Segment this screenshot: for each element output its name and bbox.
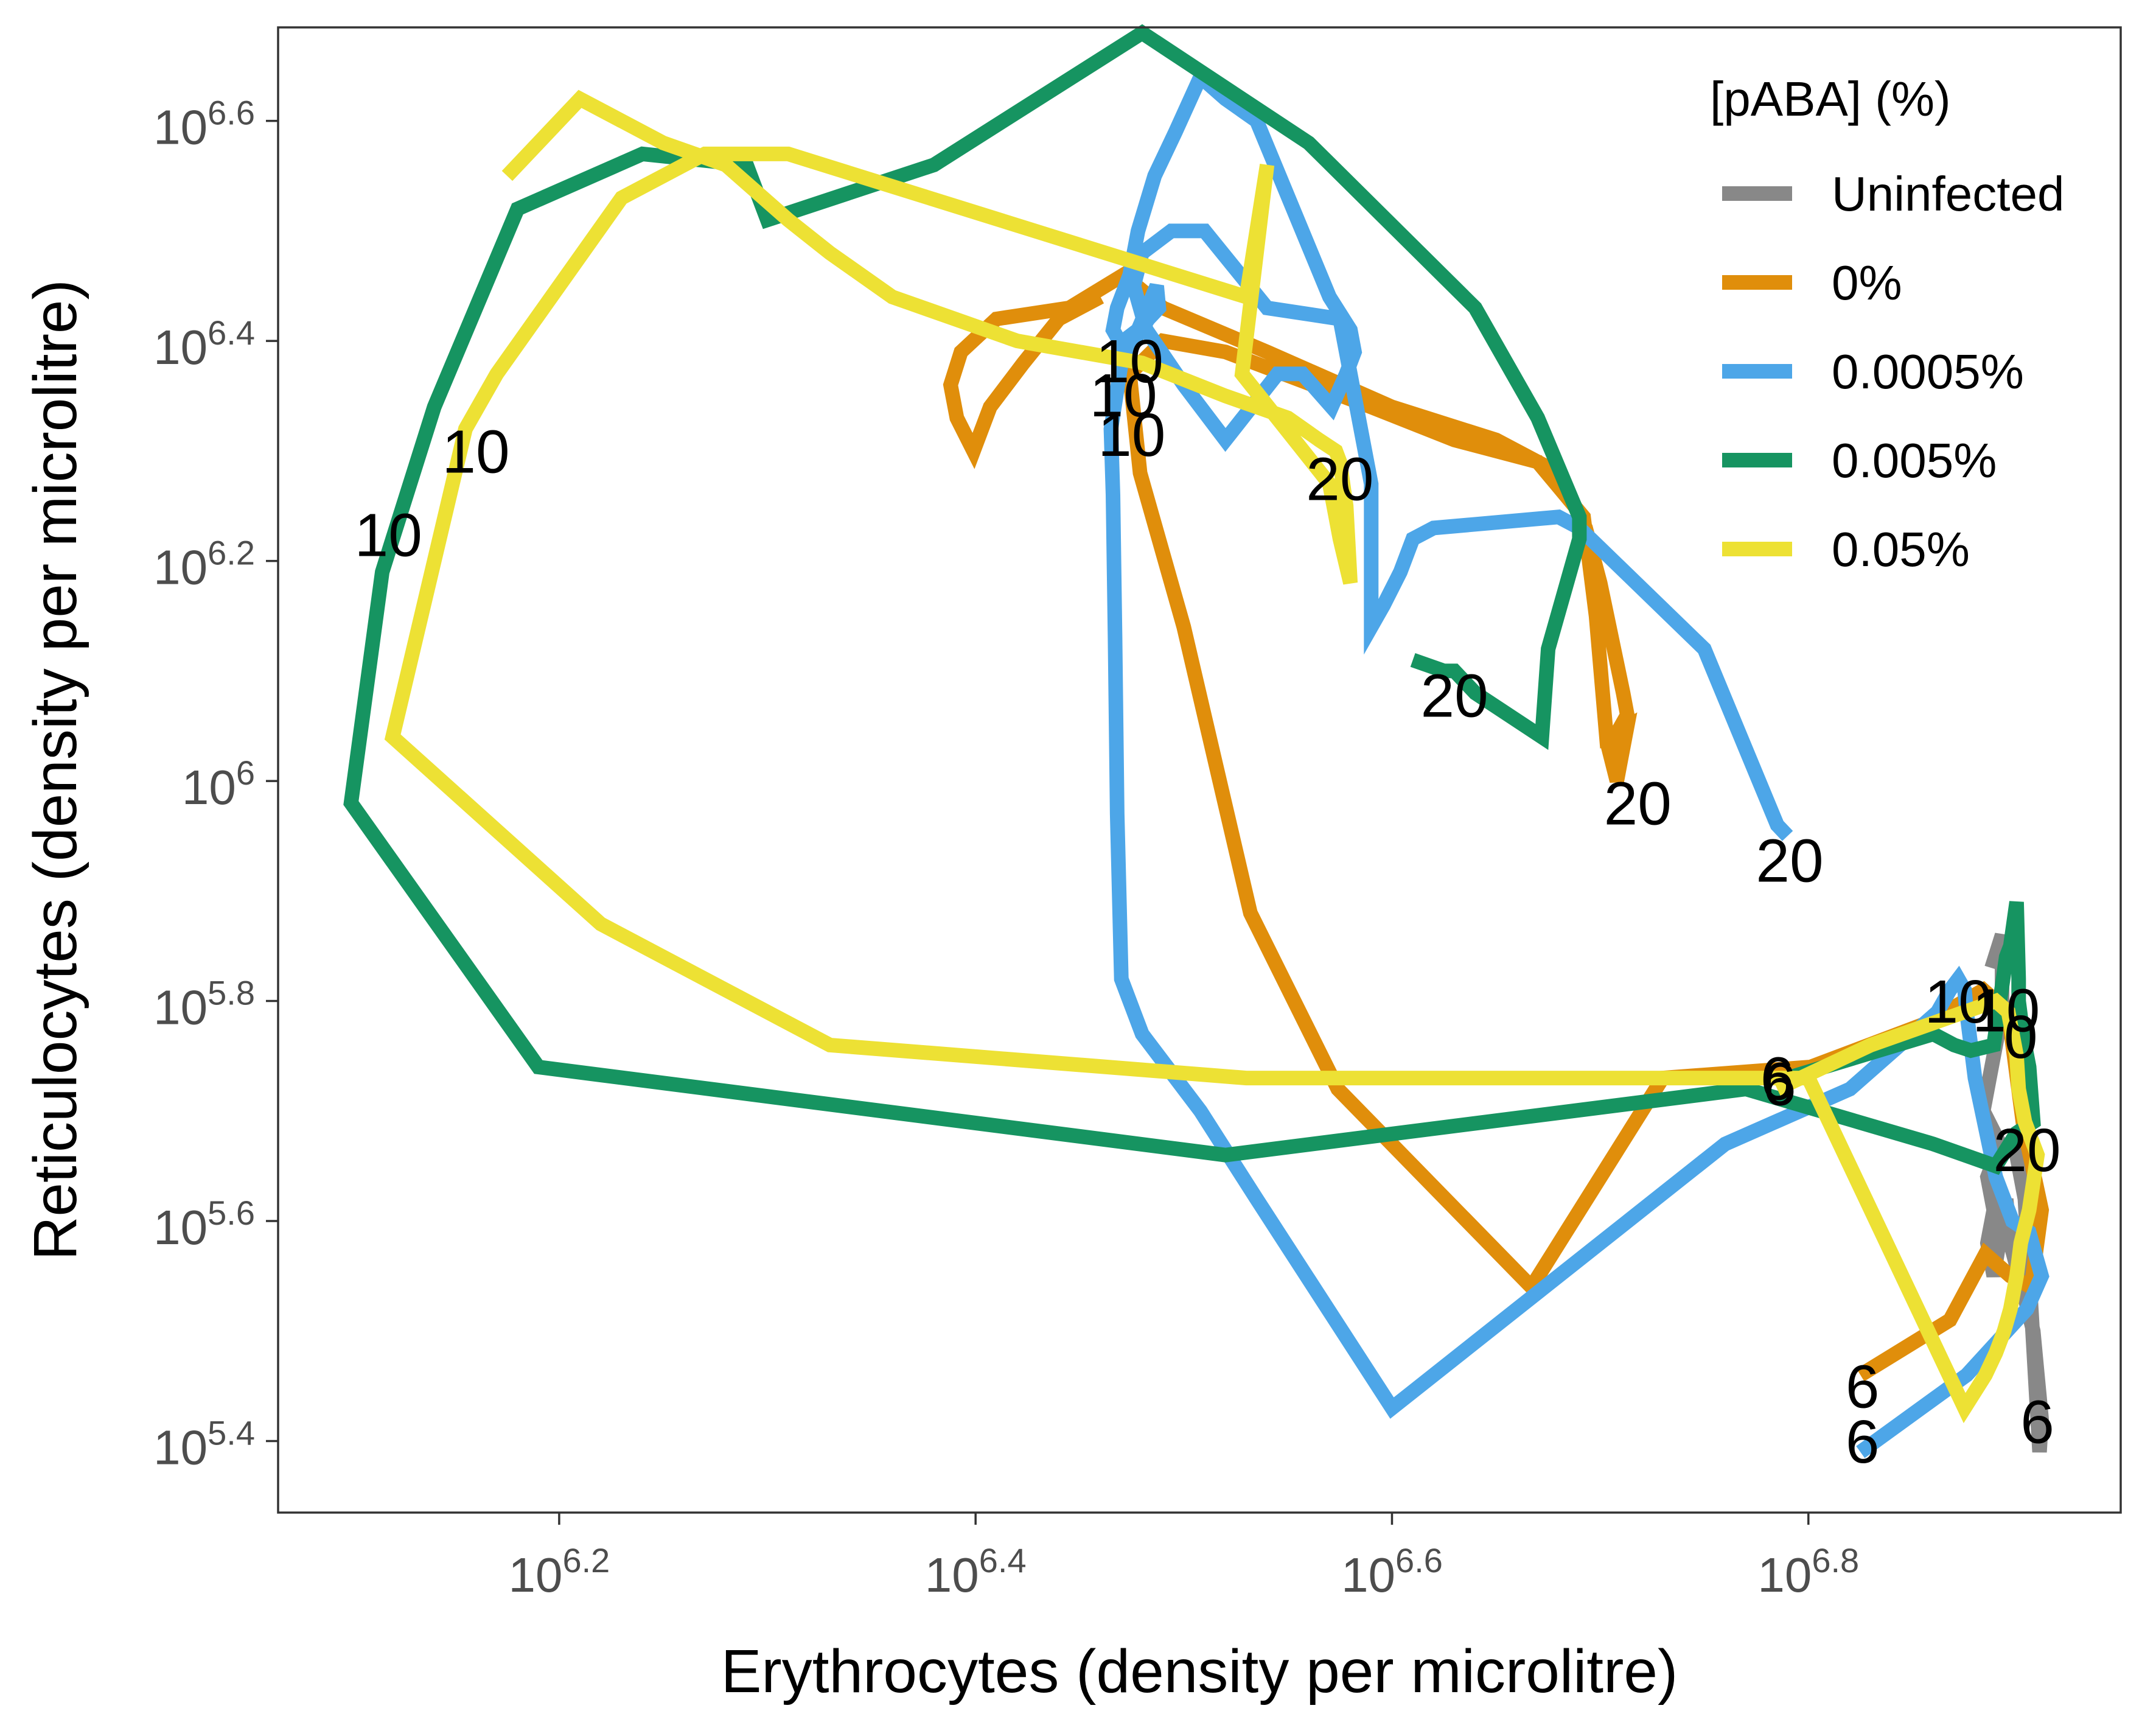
plot-lines [343, 24, 2050, 1458]
day-label: 20 [1993, 1116, 2060, 1184]
x-tick-label: 106.4 [925, 1541, 1027, 1602]
day-label: 0 [2004, 1003, 2038, 1071]
day-label: 10 [1098, 401, 1165, 469]
legend-items: Uninfected 0% 0.0005% 0.005% 0.05% [1722, 167, 2064, 576]
day-label: 6 [2020, 1388, 2054, 1456]
y-tick-label: 106 [182, 754, 255, 814]
legend-label: 0.005% [1832, 433, 1997, 488]
day-label: 10 [1089, 362, 1157, 430]
x-axis-title: Erythrocytes (density per microlitre) [721, 1637, 1678, 1706]
series-line-3 [343, 24, 2041, 1175]
series-line-0 [1975, 932, 2050, 1453]
panel-border [277, 26, 2122, 1514]
day-label: 10 [1972, 977, 2040, 1045]
y-axis-title: Reticulocytes (density per microlitre) [21, 279, 89, 1261]
day-label: 6 [1762, 1051, 1796, 1119]
y-tick-label: 105.4 [153, 1414, 255, 1475]
day-label: 20 [1306, 446, 1373, 514]
day-label: 6 [1846, 1353, 1880, 1421]
x-axis: 106.2 106.4 106.6 106.8 [508, 1513, 1859, 1602]
legend: [pABA] (%) Uninfected 0% 0.0005% 0.005% 0.05… [1710, 72, 2064, 576]
legend-label: 0% [1832, 256, 1902, 310]
day-label: 6 [1846, 1408, 1880, 1476]
x-tick-label: 106.8 [1757, 1541, 1859, 1602]
day-label: 10 [1096, 327, 1163, 396]
x-tick-label: 106.2 [508, 1541, 610, 1602]
day-label: 6 [1760, 1045, 1795, 1113]
legend-label: Uninfected [1832, 167, 2064, 221]
y-axis: 105.4 105.6 105.8 106 106.2 106.4 106.6 [153, 94, 278, 1475]
day-label: 10 [1924, 968, 1992, 1036]
y-tick-label: 106.4 [153, 313, 255, 374]
day-label: 20 [1420, 662, 1488, 730]
y-tick-label: 105.8 [153, 974, 255, 1035]
day-label: 10 [355, 502, 422, 570]
legend-label: 0.05% [1832, 522, 1970, 576]
legend-label: 0.0005% [1832, 345, 2024, 399]
y-tick-label: 105.6 [153, 1194, 255, 1254]
y-tick-label: 106.2 [153, 534, 255, 595]
x-tick-label: 106.6 [1341, 1541, 1443, 1602]
series-line-4 [384, 89, 2045, 1424]
legend-title: [pABA] (%) [1710, 72, 1951, 126]
series-line-1 [943, 265, 2050, 1382]
day-label: 20 [1604, 770, 1672, 838]
y-tick-label: 106.6 [153, 94, 255, 155]
day-label: 20 [1756, 827, 1823, 895]
day-label: 10 [442, 418, 509, 486]
series-line-2 [1103, 65, 2050, 1458]
